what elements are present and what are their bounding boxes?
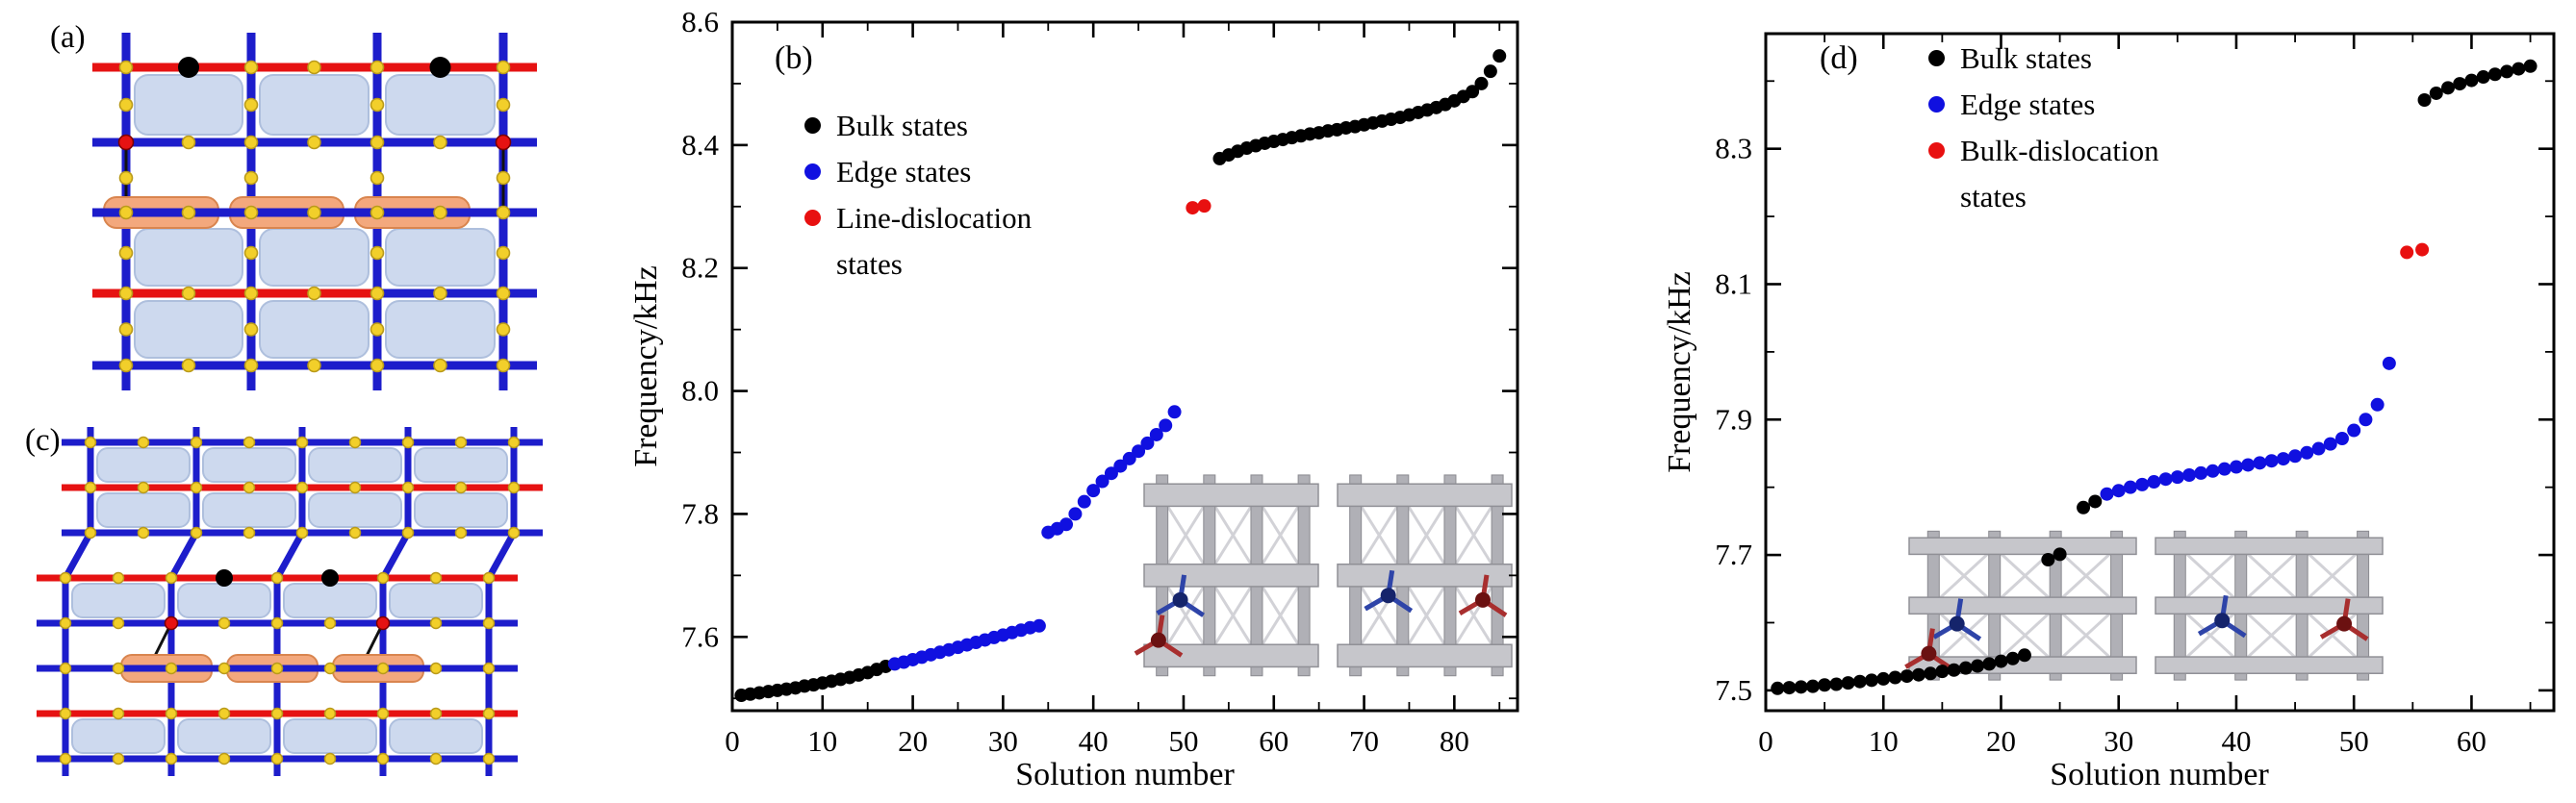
svg-text:30: 30	[988, 724, 1018, 758]
svg-text:8.4: 8.4	[681, 128, 719, 162]
legend-label: Bulk states	[836, 109, 968, 142]
svg-text:40: 40	[2221, 724, 2251, 758]
bulk-states-dot	[1928, 50, 1945, 66]
panel-label-d: (d)	[1820, 40, 1858, 76]
defect-dots	[117, 57, 512, 151]
legend-item-bulk-dislocation: Bulk-dislocation states	[1928, 128, 2159, 220]
bulk-dislocation-states-dot	[1928, 142, 1945, 159]
svg-text:70: 70	[1349, 724, 1379, 758]
legend-item-bulk: Bulk states	[804, 103, 1032, 149]
svg-text:7.6: 7.6	[681, 619, 719, 653]
svg-text:8.2: 8.2	[681, 251, 719, 285]
svg-text:10: 10	[1869, 724, 1899, 758]
svg-text:8.3: 8.3	[1715, 132, 1752, 165]
svg-text:7.8: 7.8	[681, 496, 719, 530]
svg-text:60: 60	[1259, 724, 1288, 758]
legend-label-line2: states	[1960, 180, 2027, 213]
inset-structure-photo	[1337, 474, 1513, 677]
plot-frame	[1764, 32, 2556, 713]
panel-a-lattice: (a)	[29, 8, 568, 406]
panel-label-c: (c)	[25, 423, 61, 458]
legend-d: Bulk states Edge states Bulk-dislocation…	[1928, 36, 2159, 220]
svg-text:60: 60	[2457, 724, 2487, 758]
lattice-diagram-a	[92, 33, 537, 390]
lattice-nodes	[118, 60, 511, 373]
svg-text:0: 0	[1758, 724, 1773, 758]
black-site-dot	[429, 57, 451, 78]
line-dislocation-states-dot	[804, 210, 821, 226]
panel-c-lattice: (c)	[8, 414, 585, 803]
lattice-cells	[134, 74, 496, 359]
y-axis-label-d: Frequency/kHz	[1662, 271, 1697, 473]
legend-label: Edge states	[836, 155, 972, 188]
scatter-plot-d: 0 10 20 30 40 50 60 7.5 7.7 7.9 8.1 8.3	[1715, 32, 2556, 758]
legend-item-edge: Edge states	[804, 149, 1032, 195]
panel-d-chart: 0 10 20 30 40 50 60 7.5 7.7 7.9 8.1 8.3 (d) Frequen…	[1617, 0, 2576, 803]
legend-label-line1: Bulk-dislocation	[1960, 134, 2159, 167]
svg-text:8.6: 8.6	[681, 5, 719, 38]
x-axis-label-b: Solution number	[1015, 757, 1235, 792]
svg-text:7.9: 7.9	[1715, 402, 1752, 436]
red-site-dot	[375, 615, 391, 631]
edge-states-dot	[1928, 96, 1945, 113]
red-site-dot	[117, 134, 135, 151]
svg-text:50: 50	[2339, 724, 2369, 758]
panel-label-a: (a)	[50, 20, 86, 55]
legend-item-edge: Edge states	[1928, 82, 2159, 128]
svg-text:50: 50	[1168, 724, 1198, 758]
svg-text:40: 40	[1079, 724, 1109, 758]
red-site-dot	[495, 134, 512, 151]
svg-text:7.7: 7.7	[1715, 538, 1752, 571]
lattice-diagram-c	[37, 427, 543, 776]
series-bulk-states	[734, 49, 1507, 703]
inset-structure-photo	[1134, 474, 1319, 677]
axis-ticks: 0 10 20 30 40 50 60 70 80 7.6 7.8 8.0 8.2 8.4 8.6	[681, 5, 1518, 758]
scatter-plot-b: 0 10 20 30 40 50 60 70 80 7.6 7.8 8.0 8.2 8.4 8.6	[681, 5, 1519, 758]
inset-structure-photo	[2155, 530, 2384, 681]
legend-label: Line-dislocation states	[836, 195, 1032, 288]
legend-item-bulk: Bulk states	[1928, 36, 2159, 82]
bulk-states-dot	[804, 117, 821, 134]
black-site-dot	[216, 569, 233, 587]
svg-text:0: 0	[725, 724, 740, 758]
legend-item-line-dislocation: Line-dislocation states	[804, 195, 1032, 288]
svg-text:8.1: 8.1	[1715, 266, 1752, 300]
legend-label: Edge states	[1960, 88, 2096, 121]
svg-text:10: 10	[807, 724, 837, 758]
series-line-dislocation-states	[1186, 199, 1211, 215]
legend-label: Bulk-dislocation states	[1960, 128, 2159, 220]
plot-frame	[730, 20, 1519, 713]
defect-dots	[164, 569, 391, 631]
panel-label-b: (b)	[775, 40, 813, 76]
dislocation-bars	[92, 196, 537, 229]
edge-states-dot	[804, 163, 821, 180]
legend-label: Bulk states	[1960, 41, 2092, 75]
legend-b: Bulk states Edge states Line-dislocation…	[804, 103, 1032, 288]
lattice-nodes	[59, 436, 521, 765]
y-axis-label-b: Frequency/kHz	[628, 265, 664, 467]
panel-b-chart: 0 10 20 30 40 50 60 70 80 7.6 7.8 8.0 8.2 8.4 8.6 (b) …	[577, 0, 1578, 803]
series-bulk-dislocation-states	[2400, 242, 2430, 260]
axis-ticks: 0 10 20 30 40 50 60 7.5 7.7 7.9 8.1 8.3	[1715, 34, 2554, 758]
red-site-dot	[164, 615, 179, 631]
svg-text:8.0: 8.0	[681, 374, 719, 408]
lattice-cells	[71, 447, 508, 754]
black-site-dot	[178, 57, 199, 78]
svg-text:20: 20	[898, 724, 928, 758]
svg-text:30: 30	[2104, 724, 2133, 758]
series-edge-states	[2100, 356, 2396, 501]
svg-text:80: 80	[1440, 724, 1469, 758]
svg-text:20: 20	[1986, 724, 2016, 758]
series-bulk-states	[1771, 59, 2538, 695]
legend-label-line2: states	[836, 247, 903, 281]
series-edge-states	[887, 405, 1182, 671]
legend-label-line1: Line-dislocation	[836, 201, 1033, 235]
black-site-dot	[321, 569, 339, 587]
svg-text:7.5: 7.5	[1715, 673, 1752, 707]
x-axis-label-d: Solution number	[2050, 757, 2269, 792]
